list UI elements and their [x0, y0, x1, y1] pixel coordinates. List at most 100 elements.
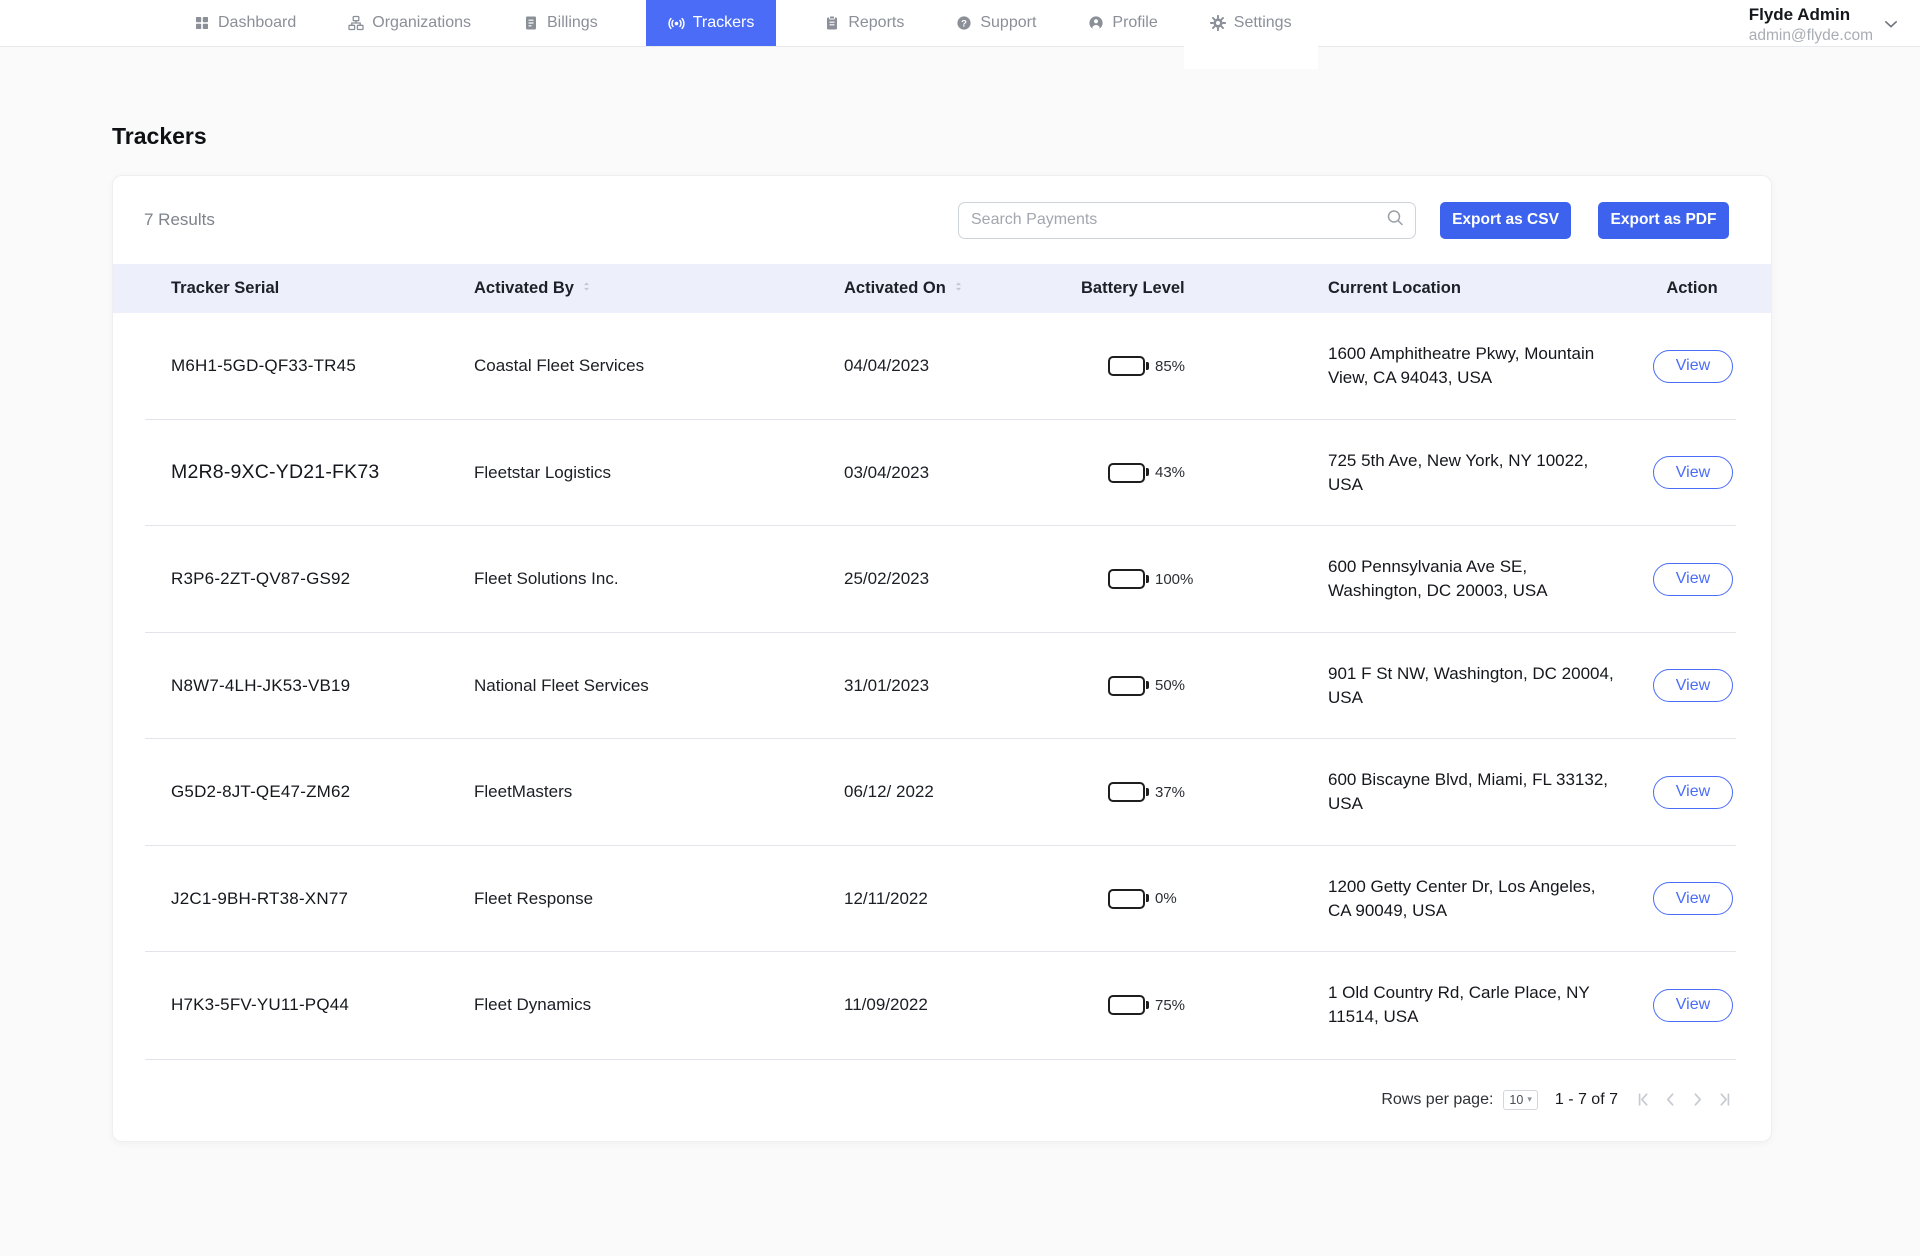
- export-pdf-button[interactable]: Export as PDF: [1598, 201, 1729, 239]
- current-location: 725 5th Ave, New York, NY 10022, USA: [1328, 450, 1589, 494]
- view-button[interactable]: View: [1653, 349, 1733, 383]
- column-label: Current Location: [1328, 279, 1461, 297]
- column-label: Action: [1666, 279, 1718, 297]
- nav-item-billings[interactable]: Billings: [519, 0, 602, 46]
- current-location: 901 F St NW, Washington, DC 20004, USA: [1328, 663, 1614, 707]
- search-icon: [1385, 208, 1405, 233]
- battery-percentage: 100%: [1155, 570, 1194, 588]
- activated-on: 12/11/2022: [844, 888, 928, 908]
- action-cell: View: [1653, 456, 1733, 490]
- activated-on: 11/09/2022: [844, 995, 928, 1015]
- search-box: [958, 201, 1416, 239]
- caret-down-icon: ▾: [1527, 1094, 1532, 1104]
- tracker-serial: G5D2-8JT-QE47-ZM62: [171, 782, 351, 802]
- nav-item-settings[interactable]: Settings: [1183, 0, 1318, 69]
- last-page-icon: [1720, 1093, 1730, 1106]
- nav-item-reports[interactable]: Reports: [820, 0, 908, 46]
- battery-level: 43%: [1081, 462, 1328, 483]
- table-row: H7K3-5FV-YU11-PQ44 Fleet Dynamics 11/09/…: [113, 952, 1771, 1059]
- view-button[interactable]: View: [1653, 562, 1733, 596]
- battery-percentage: 50%: [1155, 677, 1186, 695]
- activated-by: Fleet Dynamics: [474, 995, 592, 1015]
- nav-item-support[interactable]: ? Support: [952, 0, 1040, 46]
- column-header-activated-on[interactable]: Activated On: [844, 279, 1081, 298]
- next-page-button[interactable]: [1689, 1091, 1706, 1108]
- nav-item-label: Organizations: [372, 14, 471, 31]
- rows-per-page-value: 10: [1509, 1092, 1524, 1107]
- nav-item-label: Billings: [547, 14, 598, 31]
- column-label: Tracker Serial: [171, 279, 280, 297]
- nav-item-label: Support: [980, 14, 1037, 31]
- nav-items: Dashboard Organizations Billings Tracker…: [190, 0, 1318, 69]
- battery-percentage: 0%: [1155, 890, 1177, 908]
- table-row: R3P6-2ZT-QV87-GS92 Fleet Solutions Inc. …: [113, 526, 1771, 633]
- svg-text:?: ?: [961, 18, 967, 29]
- tracker-serial: R3P6-2ZT-QV87-GS92: [171, 569, 351, 589]
- user-menu[interactable]: Flyde Admin admin@flyde.com: [1749, 5, 1898, 44]
- table-row: M2R8-9XC-YD21-FK73 Fleetstar Logistics 0…: [113, 420, 1771, 527]
- nav-item-dashboard[interactable]: Dashboard: [190, 0, 300, 46]
- battery-level: 37%: [1081, 782, 1328, 803]
- battery-icon: [1108, 462, 1149, 483]
- action-cell: View: [1653, 562, 1733, 596]
- battery-level: 75%: [1081, 995, 1328, 1016]
- tracker-serial: J2C1-9BH-RT38-XN77: [171, 888, 349, 908]
- column-label: Activated On: [844, 279, 946, 297]
- view-button[interactable]: View: [1653, 882, 1733, 916]
- search-input[interactable]: [958, 201, 1416, 239]
- view-button[interactable]: View: [1653, 988, 1733, 1022]
- first-page-icon: [1638, 1093, 1648, 1106]
- table-row: M6H1-5GD-QF33-TR45 Coastal Fleet Service…: [113, 313, 1771, 420]
- nav-item-label: Trackers: [692, 14, 755, 31]
- toolbar: 7 Results Export as CSV Export as PDF: [113, 176, 1771, 264]
- trackers-card: 7 Results Export as CSV Export as PDF Tr…: [112, 175, 1772, 1142]
- support-icon: ?: [956, 15, 972, 31]
- current-location: 1 Old Country Rd, Carle Place, NY 11514,…: [1328, 983, 1590, 1027]
- column-header-activated-by[interactable]: Activated By: [474, 279, 844, 298]
- sort-icon[interactable]: [580, 279, 593, 298]
- view-button[interactable]: View: [1653, 775, 1733, 809]
- organizations-icon: [348, 15, 364, 31]
- nav-item-label: Dashboard: [218, 14, 297, 31]
- action-cell: View: [1653, 775, 1733, 809]
- table-header: Tracker Serial Activated By Activated On…: [113, 264, 1771, 313]
- user-email: admin@flyde.com: [1748, 26, 1873, 44]
- nav-item-organizations[interactable]: Organizations: [344, 0, 475, 46]
- last-page-button[interactable]: [1716, 1091, 1733, 1108]
- table-body: M6H1-5GD-QF33-TR45 Coastal Fleet Service…: [113, 313, 1771, 1059]
- nav-item-trackers[interactable]: Trackers: [645, 0, 777, 46]
- settings-icon: [1209, 15, 1226, 31]
- pagination-range: 1 - 7 of 7: [1554, 1090, 1618, 1108]
- action-cell: View: [1653, 988, 1733, 1022]
- activated-by: Coastal Fleet Services: [474, 356, 645, 376]
- battery-icon: [1108, 995, 1149, 1016]
- export-csv-button[interactable]: Export as CSV: [1440, 201, 1571, 239]
- nav-item-label: Profile: [1112, 14, 1158, 31]
- trackers-icon: [668, 15, 685, 32]
- column-header-action: Action: [1653, 279, 1731, 298]
- battery-icon: [1108, 356, 1149, 377]
- rows-per-page-select[interactable]: 10 ▾: [1503, 1089, 1538, 1110]
- view-button[interactable]: View: [1653, 669, 1733, 703]
- activated-by: Fleet Response: [474, 888, 594, 908]
- toolbar-right: Export as CSV Export as PDF: [958, 201, 1729, 239]
- current-location: 1200 Getty Center Dr, Los Angeles, CA 90…: [1328, 876, 1596, 920]
- activated-on: 25/02/2023: [844, 569, 930, 589]
- previous-page-button[interactable]: [1662, 1091, 1679, 1108]
- current-location: 600 Biscayne Blvd, Miami, FL 33132, USA: [1328, 770, 1609, 814]
- activated-on: 06/12/ 2022: [844, 782, 934, 802]
- current-location: 1600 Amphitheatre Pkwy, Mountain View, C…: [1328, 344, 1595, 388]
- table-row: J2C1-9BH-RT38-XN77 Fleet Response 12/11/…: [113, 846, 1771, 953]
- battery-icon: [1108, 888, 1149, 909]
- activated-by: Fleetstar Logistics: [474, 462, 611, 482]
- battery-percentage: 43%: [1155, 464, 1186, 482]
- rows-per-page-label: Rows per page:: [1381, 1090, 1494, 1108]
- sort-icon[interactable]: [952, 279, 965, 298]
- battery-level: 50%: [1081, 675, 1328, 696]
- first-page-button[interactable]: [1635, 1091, 1652, 1108]
- table-row: N8W7-4LH-JK53-VB19 National Fleet Servic…: [113, 633, 1771, 740]
- battery-icon: [1108, 569, 1149, 590]
- nav-item-profile[interactable]: Profile: [1084, 0, 1161, 46]
- view-button[interactable]: View: [1653, 456, 1733, 490]
- column-label: Activated By: [474, 279, 574, 297]
